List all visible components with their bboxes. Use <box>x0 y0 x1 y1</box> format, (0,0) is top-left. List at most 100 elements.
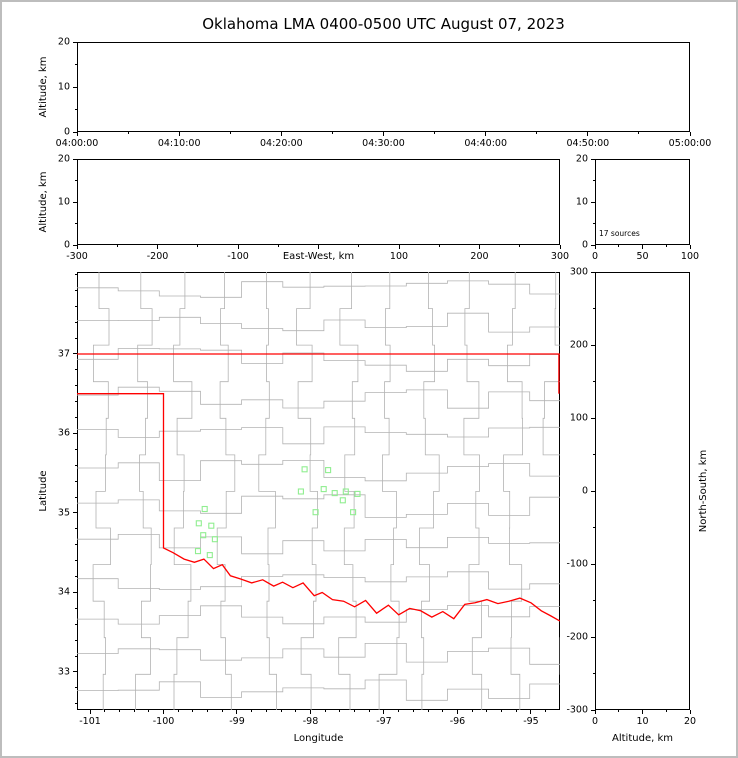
x-minor-tick <box>192 710 194 712</box>
x-minor-tick <box>207 710 209 712</box>
y-tick <box>73 671 77 673</box>
x-minor-tick <box>118 710 120 712</box>
y-minor-tick <box>75 337 77 339</box>
y-tick-label: 20 <box>57 153 70 165</box>
y-minor-tick <box>75 321 77 323</box>
y-axis-label: Altitude, km <box>38 171 49 233</box>
x-minor-tick <box>339 710 341 712</box>
x-tick-label: 04:50:00 <box>566 138 610 149</box>
x-tick <box>587 132 589 136</box>
x-tick-label: 10 <box>636 716 649 727</box>
x-tick <box>237 245 239 249</box>
x-tick-label: -100 <box>227 251 249 262</box>
x-minor-tick <box>519 245 521 247</box>
x-tick <box>178 132 180 136</box>
y-tick <box>591 490 595 492</box>
x-minor-tick <box>197 245 199 247</box>
y-minor-tick <box>593 308 595 309</box>
county-boundaries <box>77 272 560 710</box>
x-minor-tick <box>536 132 538 134</box>
x-tick <box>163 710 164 714</box>
x-minor-tick <box>133 710 135 712</box>
x-tick-label: 0 <box>591 251 599 262</box>
lma-source-marker <box>206 552 213 559</box>
y-minor-tick <box>75 687 77 689</box>
panel-histogram <box>595 159 690 245</box>
y-tick-label: 0 <box>63 239 70 251</box>
y-tick <box>73 591 77 593</box>
x-axis-label: Longitude <box>293 733 344 744</box>
y-minor-tick <box>593 223 595 224</box>
x-minor-tick <box>412 710 414 712</box>
x-tick-label: -101 <box>79 716 101 727</box>
x-minor-tick <box>486 710 488 712</box>
lma-source-marker <box>320 486 327 493</box>
x-tick <box>76 245 78 249</box>
x-axis-label: Altitude, km <box>612 733 673 744</box>
x-minor-tick <box>515 710 517 712</box>
x-minor-tick <box>331 132 333 134</box>
x-tick-label: 04:40:00 <box>464 138 507 149</box>
x-axis-label: East-West, km <box>282 251 355 262</box>
panel-ns_height <box>595 272 690 710</box>
lma-source-marker <box>194 548 202 555</box>
y-tick-label: 34 <box>57 586 70 598</box>
x-minor-tick <box>354 710 356 712</box>
y-tick <box>73 512 77 514</box>
lma-source-marker <box>297 488 304 495</box>
x-tick <box>76 132 78 136</box>
y-minor-tick <box>75 109 77 110</box>
x-minor-tick <box>280 710 282 712</box>
y-tick-label: 0 <box>581 485 588 497</box>
x-minor-tick <box>545 710 547 712</box>
y-tick <box>591 636 595 638</box>
x-tick <box>479 245 480 249</box>
y-minor-tick <box>75 385 77 387</box>
x-tick <box>280 132 282 136</box>
x-minor-tick <box>324 710 326 712</box>
state-border <box>77 393 560 622</box>
y-tick <box>73 86 77 88</box>
x-tick <box>689 245 691 249</box>
x-tick-label: -300 <box>66 251 88 262</box>
y-tick-label: -100 <box>566 558 588 570</box>
y-tick-label: 200 <box>569 339 588 351</box>
x-tick-label: -200 <box>146 251 169 262</box>
y-minor-tick <box>593 381 595 382</box>
x-minor-tick <box>104 710 106 712</box>
x-minor-tick <box>277 245 279 247</box>
panel-time_height <box>77 42 690 132</box>
y-minor-tick <box>75 417 77 419</box>
x-tick-label: -98 <box>302 716 319 727</box>
y-axis-label: Altitude, km <box>38 56 49 118</box>
x-minor-tick <box>434 132 436 134</box>
x-tick <box>530 710 532 714</box>
y-tick-label: 10 <box>575 196 588 208</box>
lma-source-marker <box>331 490 338 497</box>
panel-map <box>77 272 560 710</box>
y-minor-tick <box>75 607 77 609</box>
y-minor-tick <box>75 464 77 466</box>
x-minor-tick <box>471 710 473 712</box>
y-tick-label: 35 <box>57 507 70 519</box>
lma-source-marker <box>350 509 357 516</box>
y-minor-tick <box>75 223 77 224</box>
lma-source-marker <box>339 497 346 504</box>
x-tick-label: 04:10:00 <box>157 138 201 149</box>
x-tick-label: 20 <box>683 716 697 727</box>
x-tick-label: 0 <box>591 716 599 727</box>
y-tick <box>591 158 595 160</box>
y-tick-label: 33 <box>57 666 70 678</box>
x-minor-tick <box>398 710 400 712</box>
x-tick <box>642 245 643 249</box>
y-tick <box>591 417 595 419</box>
y-tick <box>73 158 77 160</box>
x-tick-label: 04:30:00 <box>362 138 405 149</box>
y-tick-label: 100 <box>569 412 588 424</box>
x-tick-label: -99 <box>229 716 245 727</box>
y-tick <box>73 41 77 43</box>
lma-source-marker <box>301 466 308 473</box>
x-tick <box>485 132 487 136</box>
y-minor-tick <box>75 180 77 181</box>
